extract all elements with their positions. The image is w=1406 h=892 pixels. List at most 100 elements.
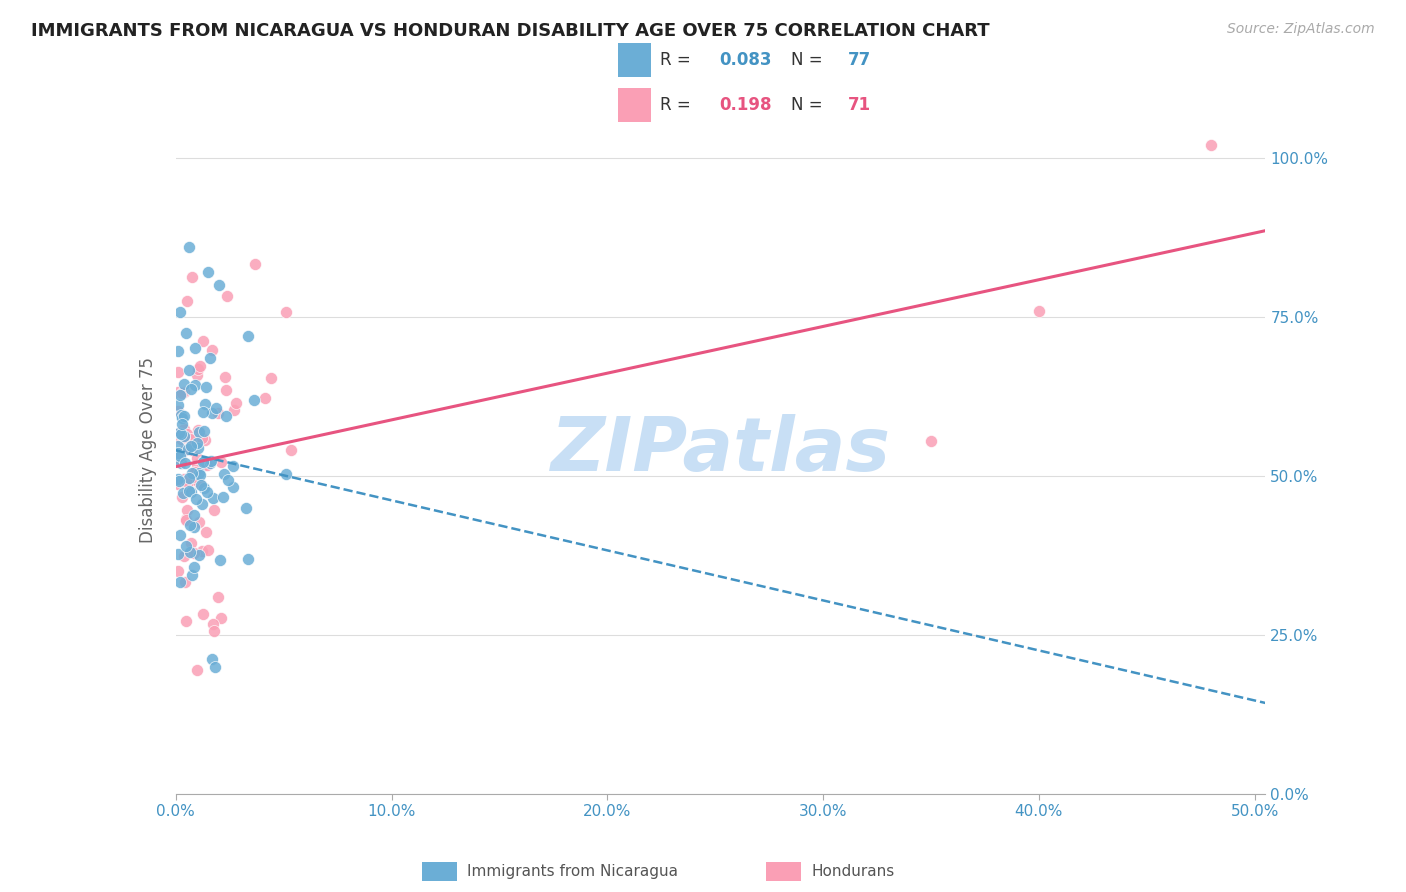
Point	[180, 439, 202, 453]
Point	[170, 386, 193, 401]
Point	[181, 473, 204, 487]
Text: R =: R =	[659, 95, 696, 113]
Point	[280, 442, 302, 457]
Point	[173, 384, 195, 399]
Text: ZIPatlas: ZIPatlas	[551, 414, 890, 487]
Point	[180, 466, 202, 480]
Point	[195, 484, 218, 499]
Point	[179, 545, 201, 559]
Point	[209, 611, 232, 625]
Point	[191, 543, 214, 558]
Point	[180, 443, 202, 458]
Point	[167, 564, 190, 578]
Point	[190, 458, 212, 473]
Point	[209, 455, 232, 469]
Point	[170, 408, 193, 422]
Point	[188, 359, 211, 373]
Point	[187, 515, 209, 529]
Point	[173, 429, 195, 443]
Point	[167, 425, 190, 440]
Point	[204, 659, 226, 673]
Text: N =: N =	[792, 95, 828, 113]
Point	[225, 396, 247, 410]
Point	[193, 424, 215, 438]
Point	[245, 256, 267, 270]
Point	[193, 334, 215, 348]
Point	[181, 470, 204, 484]
Point	[236, 552, 259, 566]
Point	[174, 575, 197, 590]
Text: N =: N =	[792, 51, 828, 69]
Point	[169, 575, 191, 590]
Point	[167, 384, 190, 399]
Point	[197, 543, 219, 558]
Point	[173, 549, 195, 563]
Point	[186, 368, 208, 382]
Text: 71: 71	[848, 95, 870, 113]
Point	[224, 403, 246, 417]
Point	[186, 457, 208, 471]
Point	[188, 468, 211, 483]
Point	[260, 371, 283, 385]
Point	[180, 484, 202, 499]
Point	[174, 614, 197, 628]
Point	[174, 456, 197, 470]
Point	[179, 483, 201, 498]
Point	[172, 411, 194, 425]
Point	[243, 392, 266, 407]
Point	[217, 473, 239, 487]
Point	[174, 539, 197, 553]
Point	[167, 425, 190, 440]
Point	[187, 362, 209, 376]
Point	[236, 329, 259, 343]
Point	[176, 294, 198, 309]
Point	[172, 486, 194, 500]
Point	[184, 465, 207, 479]
Point	[1028, 303, 1050, 318]
Point	[177, 471, 200, 485]
FancyBboxPatch shape	[617, 43, 651, 77]
Point	[167, 547, 190, 561]
Point	[235, 501, 257, 516]
Point	[183, 432, 205, 446]
Point	[167, 440, 190, 454]
Text: Hondurans: Hondurans	[811, 864, 894, 879]
Point	[179, 518, 201, 533]
Point	[186, 450, 208, 465]
Point	[170, 417, 193, 432]
Point	[202, 616, 225, 631]
Point	[205, 401, 228, 415]
Point	[184, 492, 207, 507]
Point	[179, 382, 201, 396]
Point	[200, 351, 222, 366]
Point	[215, 409, 238, 423]
Point	[169, 388, 191, 402]
Point	[197, 265, 219, 279]
Point	[169, 305, 191, 319]
Point	[191, 607, 214, 622]
Point	[173, 471, 195, 485]
Point	[920, 434, 942, 448]
Point	[173, 430, 195, 444]
Point	[180, 269, 202, 284]
Point	[221, 480, 243, 494]
Point	[202, 624, 225, 639]
Point	[200, 406, 222, 420]
Point	[214, 467, 236, 482]
Point	[167, 446, 190, 460]
Point	[215, 384, 238, 398]
Point	[191, 405, 214, 419]
Point	[167, 344, 190, 359]
Point	[191, 431, 214, 445]
Point	[174, 512, 197, 526]
Point	[183, 508, 205, 522]
Point	[169, 527, 191, 541]
Point	[209, 552, 232, 566]
Point	[170, 457, 193, 471]
Point	[173, 422, 195, 436]
Text: 0.198: 0.198	[718, 95, 772, 113]
Point	[170, 432, 193, 446]
Point	[214, 370, 236, 384]
Point	[167, 475, 190, 489]
Point	[176, 479, 198, 493]
